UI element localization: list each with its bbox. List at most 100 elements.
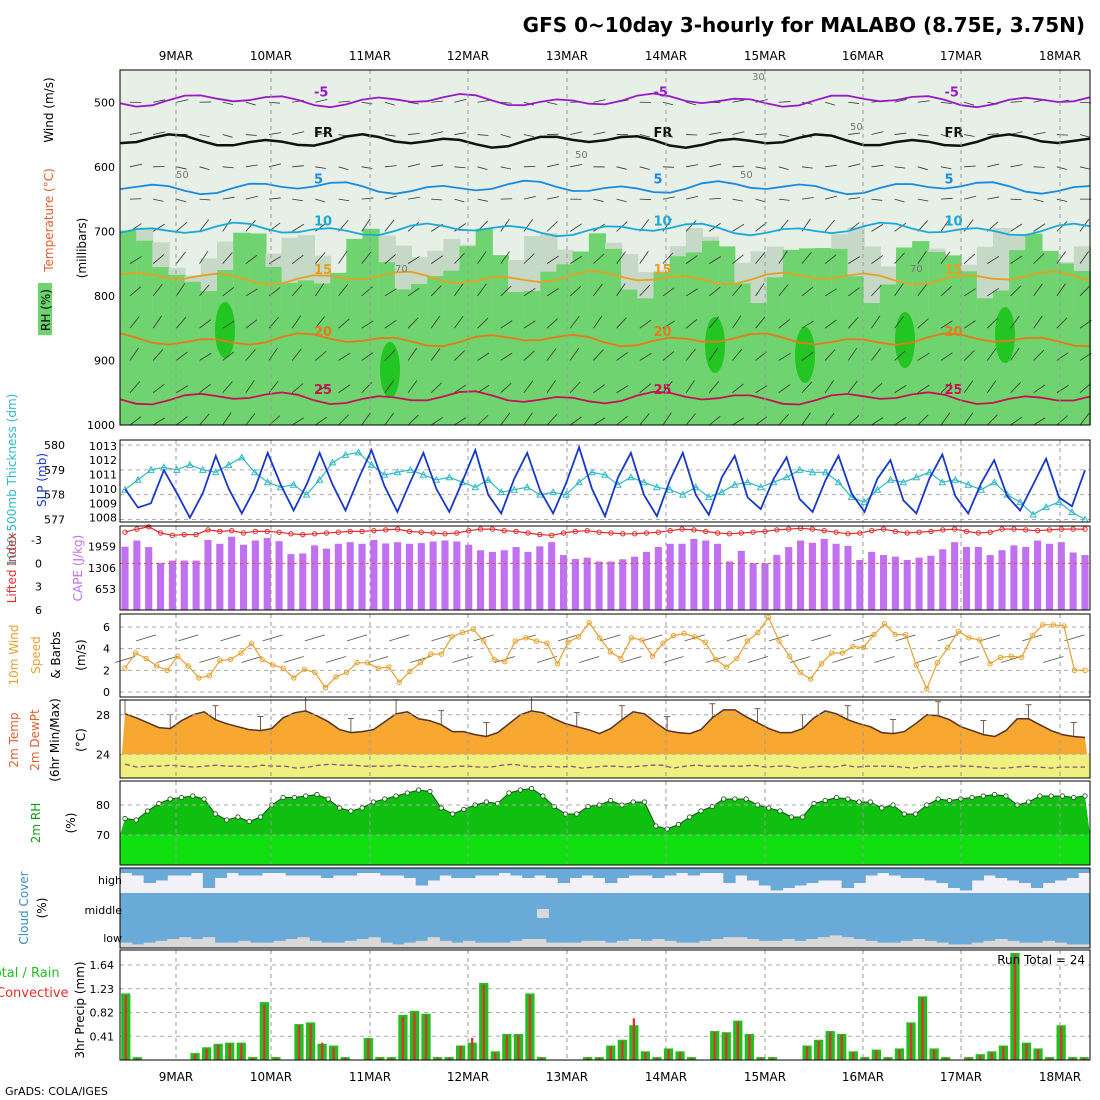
cloud-low-bar bbox=[1042, 940, 1056, 948]
y-tick-label: 0 bbox=[35, 557, 42, 570]
y-tick-label: 578 bbox=[44, 489, 65, 502]
wind-point bbox=[924, 686, 930, 692]
cape-bar bbox=[548, 542, 556, 610]
panel-frame bbox=[119, 949, 1091, 1061]
cloud-high-bar bbox=[1007, 868, 1020, 881]
wind-barb bbox=[848, 415, 860, 426]
cape-bar bbox=[405, 543, 413, 610]
rh-contour-label: 70 bbox=[395, 264, 408, 275]
wind-barb bbox=[384, 101, 395, 106]
li-point bbox=[1046, 527, 1053, 533]
wind-barb bbox=[291, 348, 302, 361]
wind-barb bbox=[546, 414, 558, 426]
thickness-point bbox=[224, 460, 233, 468]
y-tick-label: 1.64 bbox=[90, 959, 115, 972]
wind-barb bbox=[473, 634, 494, 642]
thickness-point bbox=[704, 493, 713, 501]
wind-barb bbox=[616, 251, 626, 264]
wind-barb bbox=[454, 98, 467, 103]
wind-barb bbox=[639, 413, 650, 426]
cloud-high-bar bbox=[593, 868, 606, 878]
wind-barb bbox=[384, 134, 396, 137]
wind-barb bbox=[338, 166, 349, 171]
wind-barb bbox=[685, 220, 697, 232]
wind-point bbox=[1082, 667, 1088, 674]
wind-speed-line bbox=[124, 616, 1085, 691]
cloud-low-bar bbox=[616, 940, 630, 948]
wind-barb bbox=[1056, 198, 1068, 202]
wind-point bbox=[902, 631, 909, 638]
cloud-low-bar bbox=[250, 942, 263, 948]
wind-barb bbox=[801, 351, 814, 361]
precip-conv-bar bbox=[459, 1045, 462, 1060]
li-point bbox=[608, 530, 614, 536]
wind-barb bbox=[662, 287, 675, 297]
precip-conv-bar bbox=[979, 1055, 982, 1060]
precip-conv-bar bbox=[505, 1035, 508, 1060]
cape-bar bbox=[251, 540, 259, 610]
wind-barb bbox=[129, 416, 142, 426]
li-point bbox=[181, 531, 187, 538]
wind-barb bbox=[454, 350, 466, 361]
li-point bbox=[359, 528, 365, 535]
wind-barb bbox=[152, 417, 165, 426]
wind-barb bbox=[940, 101, 952, 105]
precip-conv-bar bbox=[540, 1057, 543, 1060]
wind-barb bbox=[987, 414, 998, 426]
date-label: 16MAR bbox=[842, 49, 884, 63]
wind-barb bbox=[152, 349, 164, 361]
cloud-high-bar bbox=[924, 868, 937, 881]
wind-point bbox=[713, 656, 719, 663]
wind-barb bbox=[894, 385, 907, 394]
wind-barb bbox=[135, 634, 157, 642]
run-total-label: Run Total = 24 bbox=[997, 953, 1085, 967]
thickness-point bbox=[237, 453, 246, 461]
cloud-high-bar bbox=[261, 868, 275, 873]
wind-barb bbox=[964, 134, 975, 137]
axis-label: (°C) bbox=[74, 728, 88, 752]
li-point bbox=[691, 527, 697, 533]
cloud-low-bar bbox=[735, 937, 748, 948]
y-tick-label: 1008 bbox=[89, 512, 117, 525]
wind-barb bbox=[894, 132, 907, 135]
precip-conv-bar bbox=[748, 1035, 751, 1060]
wind-barb bbox=[964, 195, 977, 200]
wind-barb bbox=[824, 412, 835, 426]
wind-point bbox=[871, 631, 877, 638]
rh-point bbox=[382, 796, 388, 802]
cape-bar bbox=[998, 550, 1006, 610]
wind-barb bbox=[245, 380, 255, 393]
li-point bbox=[157, 530, 164, 536]
wind-point bbox=[1029, 632, 1035, 639]
cloud-high-bar bbox=[143, 868, 156, 883]
cloud-high-bar bbox=[628, 868, 641, 876]
cloud-low-bar bbox=[332, 942, 346, 948]
wind-barb bbox=[546, 101, 558, 105]
li-point bbox=[631, 531, 638, 537]
wind-barb bbox=[291, 223, 304, 232]
wind-point bbox=[1008, 653, 1014, 659]
axis-label: (millibars) bbox=[75, 218, 89, 279]
wind-point bbox=[396, 679, 402, 685]
precip-conv-bar bbox=[932, 1049, 936, 1060]
wind-point bbox=[966, 635, 972, 641]
precip-conv-bar bbox=[678, 1052, 682, 1060]
wind-barb bbox=[361, 412, 371, 426]
wind-barb bbox=[801, 197, 814, 200]
cloud-low-bar bbox=[675, 942, 689, 948]
wind-barb bbox=[593, 198, 604, 202]
precip-conv-bar bbox=[713, 1032, 716, 1060]
wind-panel: 0 2 4 6 10m Wind Speed & Barbs (m/s) bbox=[7, 613, 1091, 699]
wind-barb bbox=[431, 198, 443, 201]
cape-bar bbox=[1034, 540, 1042, 610]
wind-barb bbox=[940, 197, 953, 200]
li-point bbox=[999, 526, 1005, 532]
wind-barb bbox=[304, 634, 326, 642]
cape-bar bbox=[986, 555, 994, 610]
precip-conv-bar bbox=[240, 1043, 243, 1060]
wind-barb bbox=[1033, 223, 1046, 232]
cape-bar bbox=[714, 543, 722, 610]
li-point bbox=[1034, 527, 1041, 534]
wind-barb bbox=[1079, 166, 1091, 170]
wind-barb bbox=[917, 251, 927, 264]
